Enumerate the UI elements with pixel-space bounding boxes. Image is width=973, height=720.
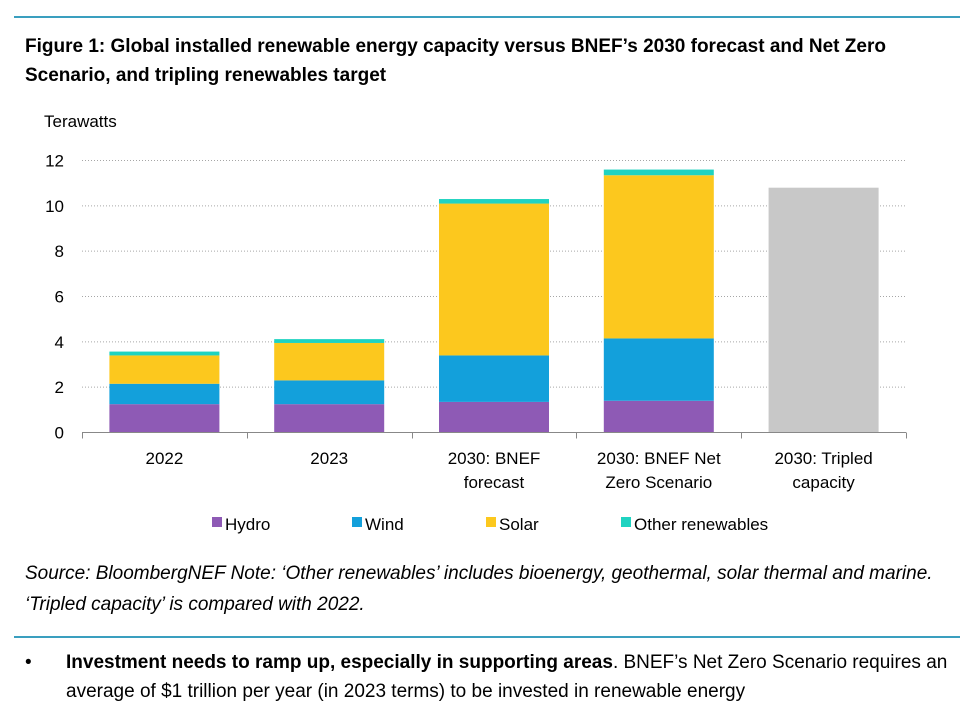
y-tick-label: 2 (55, 378, 64, 397)
top-rule (14, 16, 960, 18)
y-tick-label: 4 (55, 333, 64, 352)
figure-title: Figure 1: Global installed renewable ene… (25, 36, 886, 86)
bar-segment-hydro (109, 404, 220, 433)
axes (82, 432, 907, 439)
bullet-body: . BNEF’s Net Zero Scenario requires an a… (66, 652, 948, 702)
y-tick-label: 8 (55, 242, 64, 261)
legend-swatch (212, 517, 222, 527)
bar-segment-wind (439, 355, 549, 402)
bar-segment-other-renewables (274, 339, 385, 343)
bar-segment-other-renewables (109, 351, 220, 356)
legend-swatch (352, 517, 362, 527)
bar-segment-hydro (439, 401, 549, 433)
legend-label: Wind (365, 515, 404, 534)
bar-segment-other-renewables (439, 199, 549, 204)
x-tick-label: capacity (792, 473, 855, 492)
x-tick-label: 2030: BNEF Net (597, 449, 721, 468)
stacked-bar-chart: Terawatts 0 2 4 6 8 10 12 2022 2023 2030: BNEF fore… (44, 112, 907, 534)
legend-swatch (486, 517, 496, 527)
bar-segment-wind (603, 338, 714, 401)
y-tick-label: 12 (45, 152, 64, 171)
bar-segment-solar (109, 355, 220, 384)
x-tick-label: Zero Scenario (605, 473, 712, 492)
source-note: Source: BloombergNEF Note: ‘Other renewa… (25, 563, 933, 615)
bar-segment-hydro (603, 400, 714, 433)
y-tick-label: 6 (55, 288, 64, 307)
y-tick-label: 10 (45, 197, 64, 216)
bar-tripled-capacity (768, 187, 879, 433)
labels: Terawatts 0 2 4 6 8 10 12 2022 2023 2030: BNEF fore… (44, 112, 873, 492)
bar-segment-solar (274, 342, 385, 381)
x-tick-label: forecast (464, 473, 525, 492)
bar-segment-wind (109, 383, 220, 405)
bars (109, 169, 879, 433)
bullet-marker: • (25, 652, 32, 673)
legend-label: Hydro (225, 515, 270, 534)
legend-swatch (621, 517, 631, 527)
bullet-text: Investment needs to ramp up, especially … (66, 648, 960, 706)
legend: Hydro Wind Solar Other renewables (212, 515, 768, 534)
y-tick-label: 0 (55, 424, 64, 443)
bar-segment-wind (274, 380, 385, 405)
bar-segment-solar (439, 203, 549, 356)
bottom-rule (14, 636, 960, 638)
y-axis-label: Terawatts (44, 112, 117, 131)
x-tick-label: 2022 (145, 449, 183, 468)
x-tick-label: 2030: Tripled (774, 449, 872, 468)
legend-label: Solar (499, 515, 539, 534)
bullet-lead: Investment needs to ramp up, especially … (66, 652, 613, 673)
x-tick-label: 2023 (310, 449, 348, 468)
bar-segment-solar (603, 175, 714, 339)
bar-segment-hydro (274, 404, 385, 433)
x-tick-label: 2030: BNEF (448, 449, 541, 468)
legend-label: Other renewables (634, 515, 768, 534)
bar-segment-other-renewables (603, 169, 714, 176)
